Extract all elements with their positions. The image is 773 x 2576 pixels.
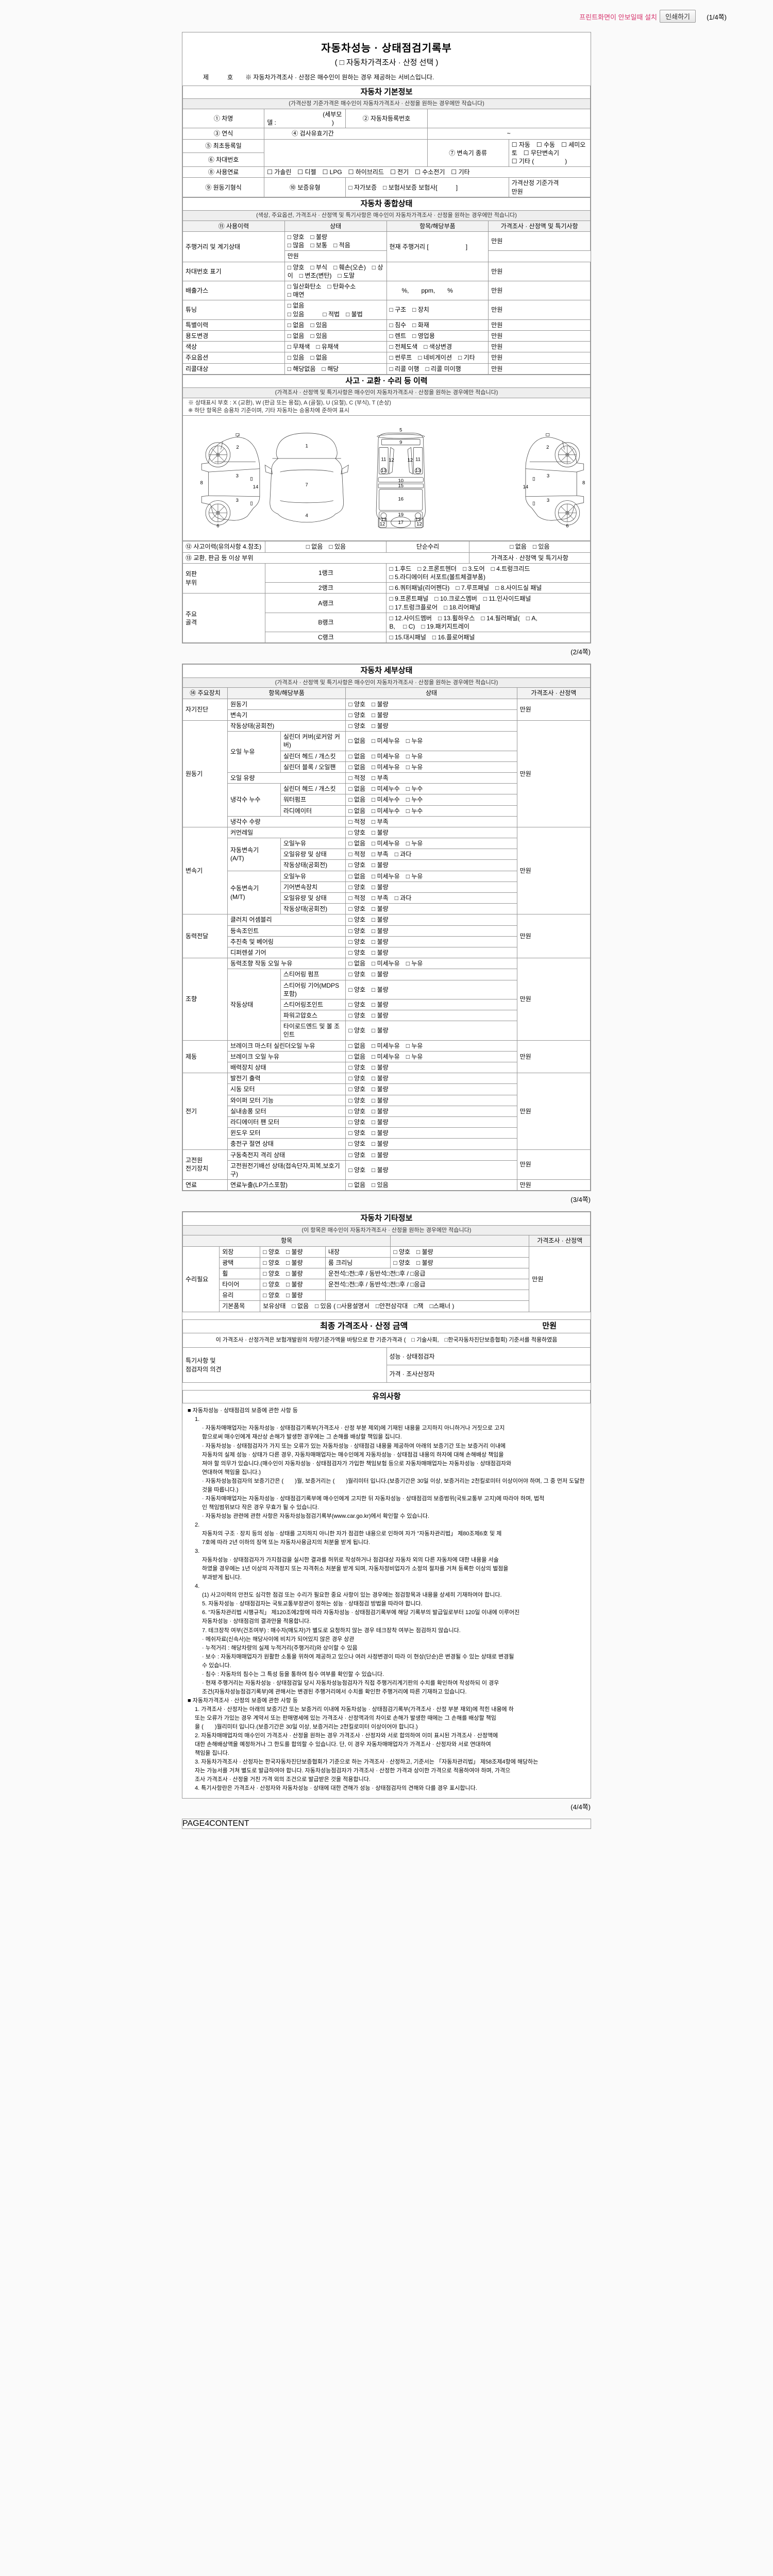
svg-text:16: 16 (398, 497, 404, 502)
svg-text:11: 11 (381, 457, 386, 463)
svg-text:3: 3 (236, 498, 239, 504)
svg-text:9: 9 (399, 440, 402, 446)
svg-text:2: 2 (236, 445, 239, 450)
svg-text:12: 12 (380, 522, 385, 528)
svg-text:19: 19 (398, 512, 404, 518)
svg-text:13: 13 (415, 468, 421, 474)
svg-text:12: 12 (408, 458, 413, 464)
svg-text:3: 3 (236, 473, 239, 479)
svg-text:8: 8 (200, 480, 203, 486)
svg-text:3: 3 (547, 498, 549, 504)
svg-text:14: 14 (523, 484, 529, 490)
svg-text:13: 13 (381, 468, 386, 474)
svg-text:3: 3 (547, 473, 549, 479)
svg-text:14: 14 (253, 484, 259, 490)
svg-text:1: 1 (306, 444, 308, 449)
svg-text:2: 2 (546, 445, 549, 450)
svg-text:12: 12 (389, 458, 394, 464)
svg-text:7: 7 (306, 482, 308, 488)
svg-text:4: 4 (306, 513, 309, 519)
svg-text:8: 8 (582, 480, 585, 486)
svg-text:12: 12 (416, 522, 422, 528)
svg-text:15: 15 (398, 483, 404, 489)
svg-text:6: 6 (566, 523, 568, 529)
svg-text:17: 17 (398, 520, 404, 526)
svg-text:5: 5 (399, 428, 402, 433)
svg-text:11: 11 (415, 457, 421, 463)
svg-text:6: 6 (216, 523, 219, 529)
